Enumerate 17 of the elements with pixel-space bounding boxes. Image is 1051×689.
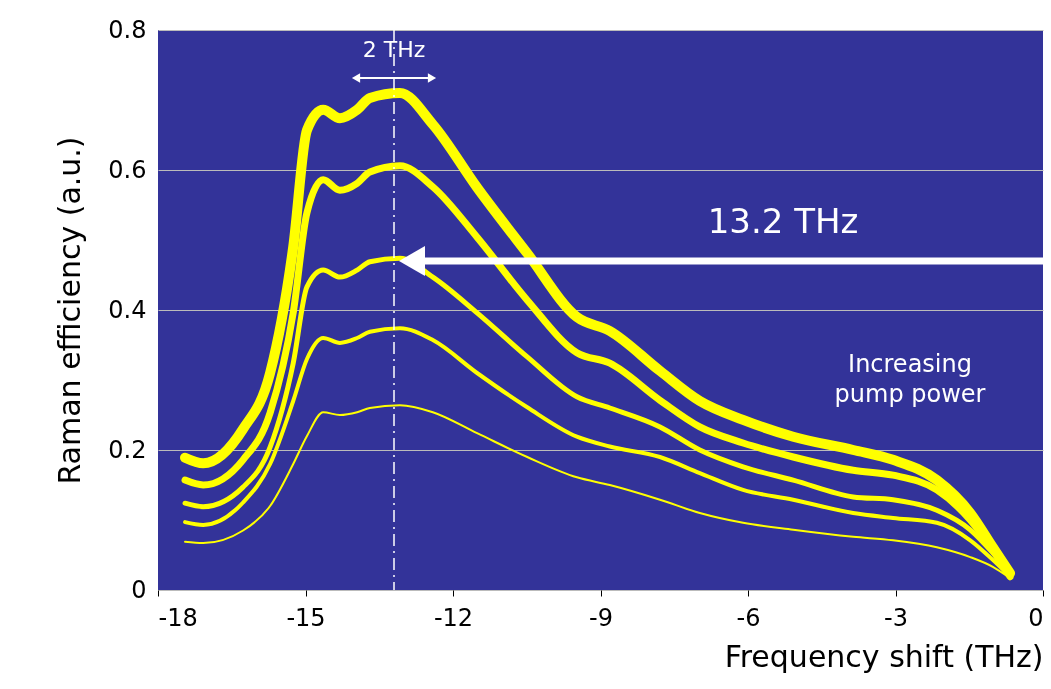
y-axis-title: Raman efficiency (a.u.): [52, 136, 88, 485]
y-tick-label: 0.6: [108, 155, 147, 184]
x-tick-label: -3: [884, 603, 908, 632]
annotation: 2 THz: [362, 37, 426, 62]
y-tick-label: 0.8: [108, 15, 147, 44]
x-tick-label: 0: [1028, 603, 1044, 632]
x-tick-label: -9: [589, 603, 613, 632]
annotation: Increasing pump power: [834, 350, 986, 408]
y-tick-label: 0.4: [108, 295, 147, 324]
x-axis-title: Frequency shift (THz): [724, 638, 1044, 674]
x-tick-label: -6: [736, 603, 761, 632]
x-tick-label: -12: [433, 603, 474, 632]
annotation: 13.2 THz: [707, 201, 859, 241]
y-tick-label: 0.2: [108, 435, 147, 464]
y-tick-label: 0: [131, 575, 147, 604]
x-tick-label: -18: [158, 603, 198, 632]
x-tick-label: -15: [286, 603, 326, 632]
